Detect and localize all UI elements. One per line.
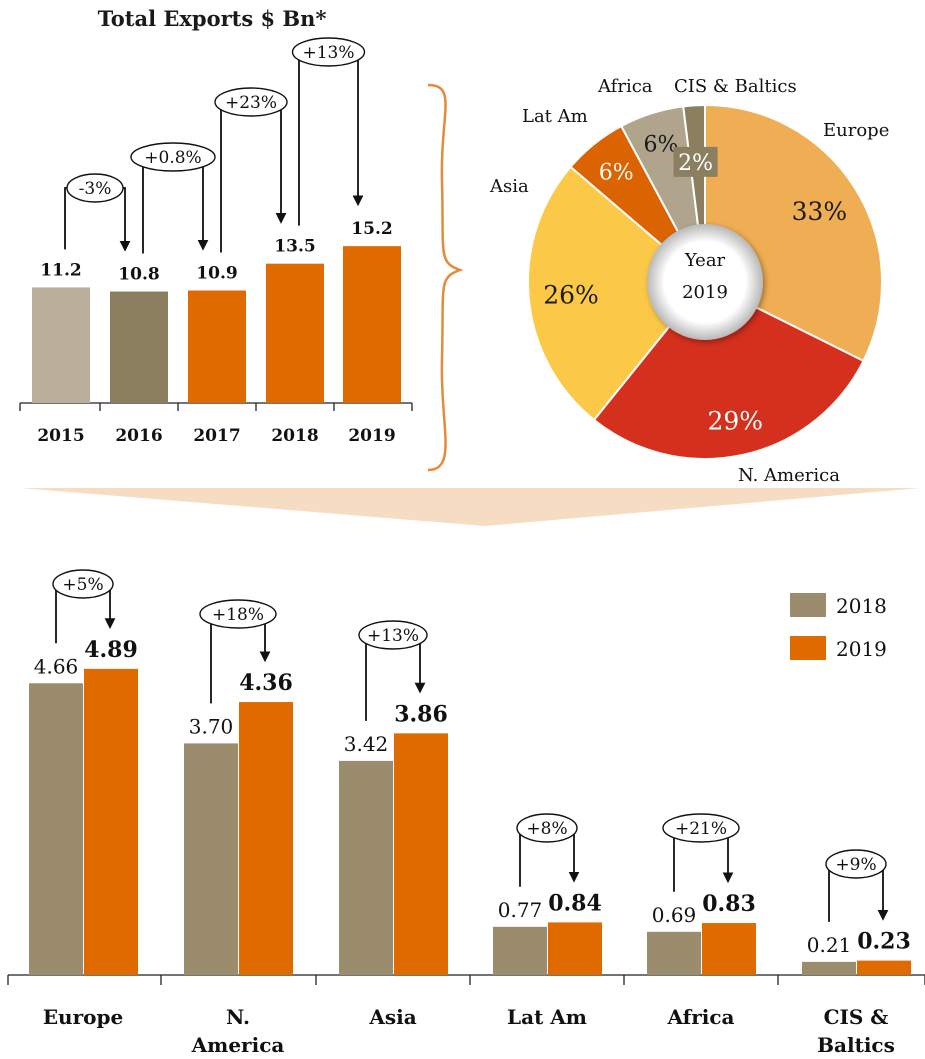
value-2018-lat-am: 0.77 xyxy=(498,898,543,922)
bar-2017 xyxy=(188,290,246,403)
pie-pct-label-4: 6% xyxy=(599,161,634,186)
down-arrow-band xyxy=(20,488,920,526)
pie-center-hole xyxy=(647,224,763,340)
top-change-2-oval xyxy=(130,142,216,172)
top-change-4-arrow xyxy=(298,51,364,226)
bar-value-2019: 15.2 xyxy=(351,219,392,239)
bar-2019 xyxy=(343,246,401,403)
x-tick-label-2019: 2019 xyxy=(348,426,395,446)
pie-pct-label-3: 26% xyxy=(543,280,599,309)
legend-swatch-2018 xyxy=(790,593,826,617)
pie-pct-label-2: 29% xyxy=(708,406,764,435)
pie-slice-name-6: CIS & Baltics xyxy=(674,76,797,97)
value-2019-asia: 3.86 xyxy=(394,701,448,727)
brace-connector xyxy=(427,83,464,472)
bar-2019-africa xyxy=(702,923,756,975)
change-europe-label: +5% xyxy=(62,575,103,595)
bar-2018-asia xyxy=(339,760,393,975)
pie-slice-name-3: Asia xyxy=(489,176,529,197)
bar-value-2017: 10.9 xyxy=(196,264,237,284)
legend-label-2018: 2018 xyxy=(836,594,887,618)
pie-slice-name-5: Africa xyxy=(597,76,653,97)
bar-2019-europe xyxy=(84,668,138,975)
bar-2019-n-america xyxy=(239,702,293,975)
pie-pct-label-6: 2% xyxy=(678,151,713,176)
bar-2019-lat-am xyxy=(548,922,602,975)
value-2019-lat-am: 0.84 xyxy=(548,890,602,916)
category-label-africa-1: Africa xyxy=(666,1005,734,1029)
top-change-1-oval xyxy=(66,173,124,203)
pie-pct-label-5: 6% xyxy=(644,133,679,158)
pie-slice-n-america xyxy=(592,280,865,460)
bar-2018-n-america xyxy=(184,743,238,975)
top-change-3-arrow xyxy=(220,101,287,253)
x-tick-label-2017: 2017 xyxy=(193,426,240,446)
change-africa-label: +21% xyxy=(675,819,727,839)
pie-center-line-1: Year xyxy=(684,250,726,271)
bar-value-2015: 11.2 xyxy=(40,260,81,280)
pie-pct-label-1: 33% xyxy=(792,197,848,226)
change-europe-oval xyxy=(52,569,114,599)
value-2019-cis-baltics: 0.23 xyxy=(857,929,911,955)
change-cis-baltics-oval xyxy=(825,849,887,879)
pie-slice-name-1: Europe xyxy=(823,120,889,141)
value-2019-europe: 4.89 xyxy=(84,637,138,663)
change-n-america-label: +18% xyxy=(212,605,264,625)
bar-2018-lat-am xyxy=(493,926,547,975)
top-change-2-label: +0.8% xyxy=(144,148,201,168)
legend-label-2019: 2019 xyxy=(836,637,887,661)
category-label-lat-am-1: Lat Am xyxy=(507,1005,587,1029)
top-change-3-oval xyxy=(214,87,288,117)
bar-value-2018: 13.5 xyxy=(274,237,315,257)
bar-2018-europe xyxy=(29,683,83,975)
pie-pct-box-cis xyxy=(673,146,718,177)
value-2018-asia: 3.42 xyxy=(344,732,389,756)
change-lat-am-label: +8% xyxy=(526,819,567,839)
category-label-n-america-1: N. xyxy=(226,1005,250,1029)
change-cis-baltics-label: +9% xyxy=(835,855,876,875)
value-2018-n-america: 3.70 xyxy=(189,714,234,738)
bar-2015 xyxy=(32,287,90,403)
category-label-europe-1: Europe xyxy=(43,1005,123,1029)
bar-value-2016: 10.8 xyxy=(118,265,159,285)
top-change-3-label: +23% xyxy=(225,93,277,113)
x-tick-label-2016: 2016 xyxy=(115,426,162,446)
bar-2019-asia xyxy=(394,733,448,975)
bar-2018-africa xyxy=(647,931,701,975)
bar-2016 xyxy=(110,291,168,403)
value-2019-africa: 0.83 xyxy=(702,891,756,917)
top-change-4-label: +13% xyxy=(302,43,354,63)
change-asia-label: +13% xyxy=(367,626,419,646)
value-2018-cis-baltics: 0.21 xyxy=(807,933,852,957)
value-2018-europe: 4.66 xyxy=(34,654,79,678)
category-label-n-america-2: America xyxy=(191,1033,285,1057)
change-n-america-oval xyxy=(199,599,277,629)
category-label-cis-baltics-2: Baltics xyxy=(817,1033,895,1057)
category-label-asia-1: Asia xyxy=(368,1005,416,1029)
change-lat-am-oval xyxy=(516,813,578,843)
x-tick-label-2018: 2018 xyxy=(271,426,318,446)
top-change-1-label: -3% xyxy=(79,179,112,199)
value-2019-n-america: 4.36 xyxy=(239,670,293,696)
change-asia-oval xyxy=(358,620,428,650)
x-tick-label-2015: 2015 xyxy=(37,426,84,446)
exports-chart-title: Total Exports $ Bn* xyxy=(97,6,327,31)
pie-slice-name-2: N. America xyxy=(738,465,840,486)
legend-swatch-2019 xyxy=(790,636,826,660)
bar-2018 xyxy=(266,263,324,403)
pie-slice-name-4: Lat Am xyxy=(522,106,588,127)
pie-center-line-2: 2019 xyxy=(682,282,728,303)
bar-2018-cis-baltics xyxy=(802,961,856,975)
bar-2019-cis-baltics xyxy=(857,960,911,975)
top-change-4-oval xyxy=(291,37,366,67)
value-2018-africa: 0.69 xyxy=(652,903,697,927)
pie-slice-asia xyxy=(527,165,707,422)
change-africa-oval xyxy=(662,813,740,843)
category-label-cis-baltics-1: CIS & xyxy=(824,1005,889,1029)
